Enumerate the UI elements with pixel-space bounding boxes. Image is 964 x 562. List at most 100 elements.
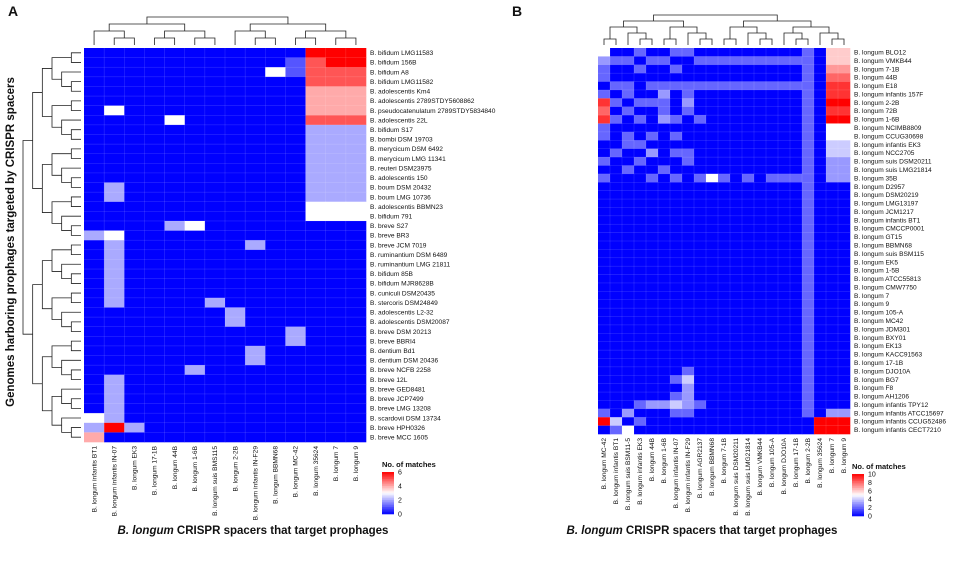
panel-b-cell-r43-c15 xyxy=(778,408,791,418)
panel-b-cell-r14-c17 xyxy=(802,165,815,175)
panel-b-cell-r14-c15 xyxy=(778,165,791,175)
panel-a-cell-r37-c10 xyxy=(285,403,306,414)
panel-b-cell-r26-c4 xyxy=(646,266,659,275)
panel-a-cell-r32-c10 xyxy=(285,355,306,366)
panel-b-cell-r33-c11 xyxy=(730,324,743,334)
panel-a-cell-r32-c6 xyxy=(204,355,226,366)
panel-a-cell-r35-c12 xyxy=(325,384,347,395)
panel-b-cell-r18-c0 xyxy=(598,199,611,208)
panel-b-cell-r33-c18 xyxy=(814,324,827,334)
panel-b-cell-r5-c5 xyxy=(658,89,671,99)
panel-b-cell-r36-c3 xyxy=(634,350,647,359)
panel-a-cell-r23-c9 xyxy=(265,269,286,279)
panel-b-cell-r2-c5 xyxy=(658,64,671,74)
panel-b-cell-r23-c0 xyxy=(598,241,611,250)
panel-b-cell-r8-c11 xyxy=(730,115,743,124)
panel-b-cell-r0-c11 xyxy=(730,48,743,57)
panel-b-cell-r8-c17 xyxy=(802,115,815,124)
panel-b-cell-r2-c11 xyxy=(730,64,743,74)
panel-b-cell-r26-c11 xyxy=(730,266,743,275)
panel-a-cell-r7-c13 xyxy=(345,115,367,126)
panel-b-cell-r34-c19 xyxy=(826,333,839,342)
panel-b-cell-r41-c5 xyxy=(658,392,671,401)
panel-b-cell-r27-c6 xyxy=(670,274,683,284)
panel-b-cell-r9-c2 xyxy=(622,123,635,133)
panel-b-cell-r1-c13 xyxy=(754,56,767,66)
panel-b-cell-r18-c14 xyxy=(766,199,779,208)
panel-b-row-label: B. longum E18 xyxy=(854,83,898,90)
panel-a-cell-r19-c11 xyxy=(305,230,327,241)
panel-b-legend-tick: 8 xyxy=(868,480,872,487)
panel-b-cell-r6-c17 xyxy=(802,98,815,108)
panel-b-cell-r34-c12 xyxy=(742,333,755,342)
panel-a-cell-r0-c2 xyxy=(124,48,145,58)
panel-a-cell-r23-c7 xyxy=(225,269,246,279)
panel-a-cell-r36-c8 xyxy=(245,393,266,404)
panel-b-row-label: B. longum BBMN68 xyxy=(854,242,912,249)
panel-a-cell-r16-c11 xyxy=(305,201,327,212)
panel-b-cell-r16-c6 xyxy=(670,182,683,191)
panel-b-cell-r42-c9 xyxy=(706,400,719,410)
panel-a-cell-r25-c12 xyxy=(325,288,347,299)
panel-a-cell-r37-c7 xyxy=(225,403,246,414)
panel-b-cell-r31-c4 xyxy=(646,308,659,317)
panel-a-cell-r15-c5 xyxy=(184,192,206,203)
panel-a-legend-swatch xyxy=(382,473,394,476)
panel-a-cell-r24-c0 xyxy=(84,278,105,289)
panel-b-cell-r40-c12 xyxy=(742,383,755,393)
panel-b-cell-r29-c2 xyxy=(622,291,635,301)
panel-b-col-label: B. longum 44B xyxy=(649,437,656,481)
panel-b-cell-r28-c5 xyxy=(658,282,671,292)
panel-b-cell-r38-c11 xyxy=(730,366,743,376)
panel-b-cell-r32-c15 xyxy=(778,316,791,326)
panel-b-cell-r13-c12 xyxy=(742,157,755,166)
panel-a-cell-r40-c0 xyxy=(84,432,105,443)
panel-b-cell-r40-c6 xyxy=(670,383,683,393)
panel-a-cell-r11-c6 xyxy=(204,153,226,164)
panel-a-cell-r15-c9 xyxy=(265,192,286,203)
panel-b-cell-r16-c3 xyxy=(634,182,647,191)
panel-b-cell-r32-c16 xyxy=(790,316,803,326)
panel-a-cell-r34-c12 xyxy=(325,374,347,385)
panel-b-cell-r11-c2 xyxy=(622,140,635,149)
panel-b-cell-r35-c0 xyxy=(598,341,611,351)
panel-a-col-label: B. longum 1-6B xyxy=(192,445,199,491)
panel-b-cell-r16-c17 xyxy=(802,182,815,191)
panel-a-cell-r38-c11 xyxy=(305,413,327,424)
panel-b-cell-r25-c12 xyxy=(742,257,755,267)
panel-b-cell-r36-c11 xyxy=(730,350,743,359)
panel-b-cell-r30-c10 xyxy=(718,299,731,309)
panel-b-cell-r11-c4 xyxy=(646,140,659,149)
panel-a-legend-swatch xyxy=(382,496,394,499)
panel-b-cell-r9-c6 xyxy=(670,123,683,133)
panel-a-cell-r9-c8 xyxy=(245,134,266,145)
panel-b-cell-r17-c5 xyxy=(658,190,671,200)
panel-a-cell-r2-c12 xyxy=(325,67,347,78)
panel-a-row-label: B. breve JCM 7019 xyxy=(370,242,427,249)
panel-b-col-label: B. longum 17-1B xyxy=(793,437,800,487)
panel-b-cell-r4-c19 xyxy=(826,81,839,91)
panel-b-cell-r18-c6 xyxy=(670,199,683,208)
panel-b-cell-r4-c12 xyxy=(742,81,755,91)
panel-b-cell-r4-c4 xyxy=(646,81,659,91)
panel-b-cell-r32-c12 xyxy=(742,316,755,326)
panel-a-cell-r19-c5 xyxy=(184,230,206,241)
panel-b-cell-r21-c3 xyxy=(634,224,647,233)
panel-a-row-dendrogram-branch-38 xyxy=(32,284,43,385)
panel-a-row-label: B. adolescentis 150 xyxy=(370,175,428,182)
panel-b-cell-r40-c4 xyxy=(646,383,659,393)
panel-b-cell-r9-c9 xyxy=(706,123,719,133)
panel-a-cell-r18-c7 xyxy=(225,220,246,231)
panel-b-cell-r3-c19 xyxy=(826,73,839,82)
panel-a-col-dendrogram-branch-12 xyxy=(146,16,289,24)
panel-b-cell-r40-c3 xyxy=(634,383,647,393)
panel-a-row-dendrogram-branch-8 xyxy=(41,68,52,117)
panel-b-cell-r41-c18 xyxy=(814,392,827,401)
panel-b-col-label: B. longum AGR2137 xyxy=(697,438,704,498)
panel-b-cell-r34-c20 xyxy=(838,333,851,342)
panel-b-cell-r30-c19 xyxy=(826,299,839,309)
panel-a-cell-r39-c4 xyxy=(164,422,186,433)
panel-b-cell-r27-c16 xyxy=(790,274,803,284)
panel-a-cell-r1-c9 xyxy=(265,57,286,68)
panel-a-cell-r5-c4 xyxy=(164,96,186,106)
